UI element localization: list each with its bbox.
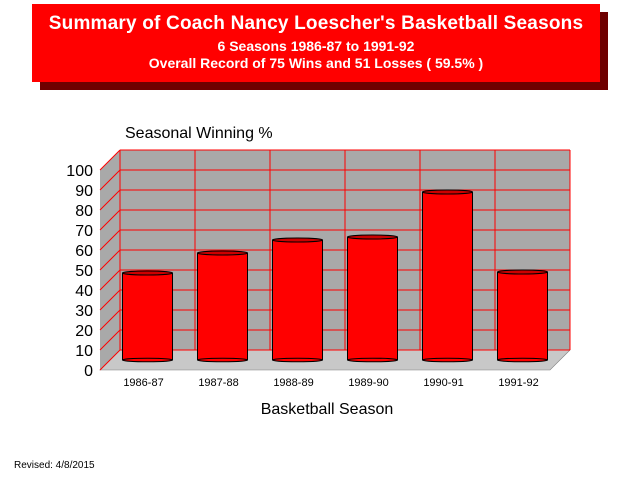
- banner-record: Overall Record of 75 Wins and 51 Losses …: [148, 55, 484, 71]
- bar-top: [122, 270, 173, 276]
- gridline-side: [99, 349, 121, 371]
- gridline-side: [99, 329, 121, 351]
- gridline-side: [99, 169, 121, 191]
- banner-title: Summary of Coach Nancy Loescher's Basket…: [48, 13, 584, 34]
- y-tick-label: 30: [75, 303, 93, 320]
- bar-base: [272, 357, 323, 363]
- y-tick-label: 70: [75, 223, 93, 240]
- x-tick-label: 1991-92: [498, 377, 538, 389]
- revised-date: Revised: 4/8/2015: [14, 460, 95, 471]
- gridline-side: [99, 249, 121, 271]
- banner-subtitle: 6 Seasons 1986-87 to 1991-92: [217, 38, 415, 54]
- y-tick-label: 0: [84, 363, 93, 380]
- gridline-side: [99, 189, 121, 211]
- x-axis-label: Basketball Season: [261, 401, 394, 418]
- gridline-side: [99, 269, 121, 291]
- y-tick-label: 40: [75, 283, 93, 300]
- y-tick-label: 50: [75, 263, 93, 280]
- y-tick-label: 20: [75, 323, 93, 340]
- bar: [197, 252, 248, 361]
- bar-base: [422, 357, 473, 363]
- x-tick-label: 1986-87: [123, 377, 163, 389]
- bar-base: [197, 357, 248, 363]
- y-tick-label: 90: [75, 183, 93, 200]
- bar: [122, 272, 173, 361]
- gridline-side: [99, 289, 121, 311]
- bar: [347, 236, 398, 361]
- bar: [272, 239, 323, 361]
- bar-top: [422, 189, 473, 195]
- title-banner: Summary of Coach Nancy Loescher's Basket…: [32, 4, 600, 82]
- chart-title: Seasonal Winning %: [125, 125, 273, 142]
- x-tick-label: 1988-89: [273, 377, 313, 389]
- bar-base: [497, 357, 548, 363]
- bar-top: [347, 234, 398, 240]
- plot-area: 0 10 20 30 40 50 60 70 80 90 100 1986-87 1987-88 1988…: [66, 149, 571, 389]
- x-tick-label: 1987-88: [198, 377, 238, 389]
- x-tick-label: 1990-91: [423, 377, 463, 389]
- bar-base: [122, 357, 173, 363]
- bar: [422, 191, 473, 361]
- gridline-side: [99, 229, 121, 251]
- bar-top: [197, 250, 248, 256]
- gridline-side: [99, 309, 121, 331]
- gridline-side: [99, 149, 121, 171]
- bar: [497, 271, 548, 361]
- gridline-side: [99, 209, 121, 231]
- bar-top: [272, 237, 323, 243]
- bar-top: [497, 269, 548, 275]
- x-tick-label: 1989-90: [348, 377, 388, 389]
- bar-base: [347, 357, 398, 363]
- y-tick-label: 10: [75, 343, 93, 360]
- y-tick-label: 100: [66, 163, 93, 180]
- y-tick-label: 60: [75, 243, 93, 260]
- y-tick-label: 80: [75, 203, 93, 220]
